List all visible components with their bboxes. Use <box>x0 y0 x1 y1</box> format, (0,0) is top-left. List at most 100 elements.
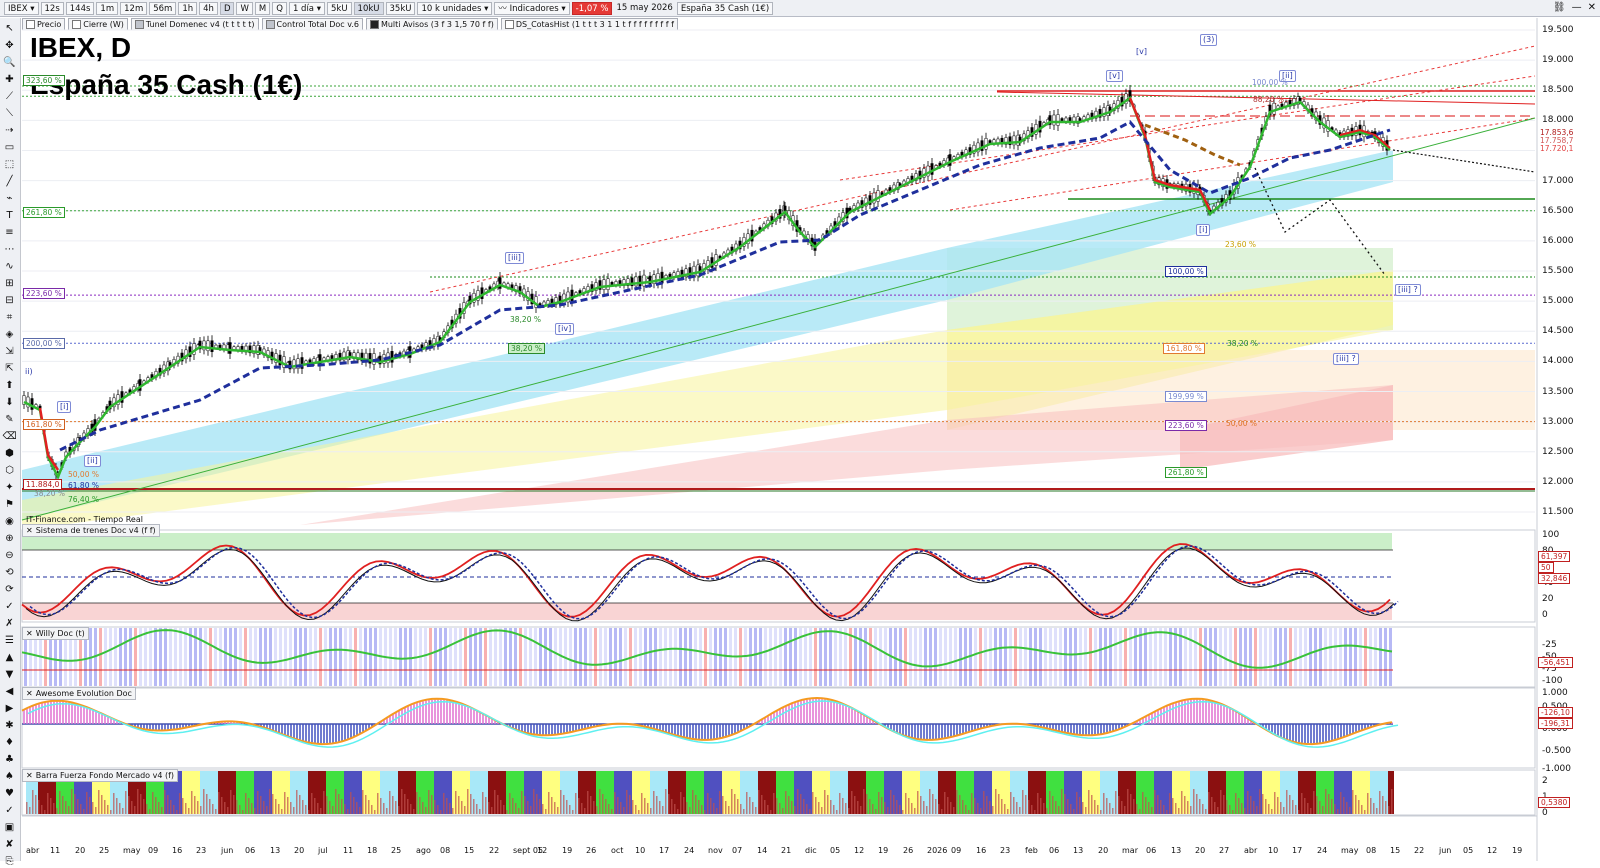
units-button-35kU[interactable]: 35kU <box>385 1 416 15</box>
candle-body <box>684 268 688 278</box>
tool-icon[interactable]: ⇲ <box>5 346 14 357</box>
tool-icon[interactable]: T <box>6 210 13 221</box>
time-axis-label: 19 <box>562 846 573 855</box>
force-bar <box>1262 771 1268 814</box>
level-tag: 161,80 % <box>23 419 65 430</box>
tool-icon[interactable]: ⌗ <box>6 312 13 323</box>
units-button-10kU[interactable]: 10kU <box>353 1 384 15</box>
tool-icon[interactable]: ◉ <box>5 516 14 527</box>
tool-icon[interactable]: ⊞ <box>5 278 14 289</box>
indicator-panel-title[interactable]: ✕ Awesome Evolution Doc <box>22 687 136 700</box>
period-button-M[interactable]: M <box>254 1 271 15</box>
indicator-panel-title[interactable]: ✕ Barra Fuerza Fondo Mercado v4 (f) <box>22 769 179 782</box>
force-spike <box>557 807 559 814</box>
tool-icon[interactable]: ⊟ <box>5 295 14 306</box>
indicator-value-tag: 32,846 <box>1538 573 1571 584</box>
time-axis-label: jun <box>221 846 234 855</box>
period-button-144s[interactable]: 144s <box>65 1 95 15</box>
period-button-W[interactable]: W <box>236 1 253 15</box>
tool-icon[interactable]: ⟲ <box>5 567 14 578</box>
tool-icon[interactable]: ✥ <box>5 40 14 51</box>
tool-icon[interactable]: ♥ <box>5 788 14 799</box>
tool-icon[interactable]: ◈ <box>5 329 14 340</box>
period-button-12s[interactable]: 12s <box>40 1 64 15</box>
time-axis-label: 15 <box>1390 846 1401 855</box>
units-select[interactable]: 10 k unidades ▾ <box>417 1 493 15</box>
tool-icon[interactable]: ⇢ <box>5 125 14 136</box>
willy-bar <box>1209 628 1212 686</box>
tool-icon[interactable]: ⌁ <box>6 193 13 204</box>
tool-icon[interactable]: ⚑ <box>5 499 14 510</box>
tool-icon[interactable]: ↖ <box>5 23 14 34</box>
link-icon[interactable]: ⛓ <box>1552 2 1566 13</box>
tool-icon[interactable]: ⌫ <box>2 431 17 442</box>
period-button-1h[interactable]: 1h <box>178 1 198 15</box>
tool-icon[interactable]: ♠ <box>5 771 14 782</box>
tool-icon[interactable]: ⬢ <box>5 448 14 459</box>
tool-icon[interactable]: ⊖ <box>5 550 14 561</box>
close-icon[interactable]: ✕ <box>26 526 33 535</box>
period-button-56m[interactable]: 56m <box>149 1 177 15</box>
tool-icon[interactable]: ⊕ <box>5 533 14 544</box>
interval-select[interactable]: 1 día ▾ <box>288 1 325 15</box>
tool-icon[interactable]: ⇱ <box>5 363 14 374</box>
tool-icon[interactable]: ▲ <box>5 652 14 663</box>
tool-icon[interactable]: ✗ <box>5 618 14 629</box>
force-spike <box>1304 798 1306 814</box>
tool-icon[interactable]: ▣ <box>4 822 15 833</box>
tool-icon[interactable]: ♦ <box>5 737 14 748</box>
force-spike <box>35 795 37 814</box>
tool-icon[interactable]: ◀ <box>5 686 14 697</box>
force-spike <box>221 797 223 814</box>
tool-icon[interactable]: ✱ <box>5 720 14 731</box>
tool-icon[interactable]: ≡ <box>5 227 14 238</box>
tool-icon[interactable]: ⋯ <box>4 244 15 255</box>
tool-icon[interactable]: ▼ <box>5 669 14 680</box>
close-icon[interactable]: ✕ <box>1587 2 1596 13</box>
close-icon[interactable]: ✕ <box>26 689 33 698</box>
tool-icon[interactable]: ⬇ <box>5 397 14 408</box>
candle-body <box>368 353 372 364</box>
tool-icon[interactable]: ▭ <box>4 142 15 153</box>
force-spike <box>593 801 595 814</box>
tool-icon[interactable]: ▶ <box>5 703 14 714</box>
close-icon[interactable]: ✕ <box>26 771 33 780</box>
tool-icon[interactable]: ⬡ <box>5 465 14 476</box>
tool-icon[interactable]: ⟍ <box>6 108 13 119</box>
indicator-panel-title[interactable]: ✕ Sistema de trenes Doc v4 (f f) <box>22 524 160 537</box>
tool-icon[interactable]: ⟳ <box>5 584 14 595</box>
force-bar <box>578 771 584 814</box>
indicator-chip[interactable]: Precio <box>22 17 66 32</box>
close-icon[interactable]: ✕ <box>26 629 33 638</box>
tool-icon[interactable]: ✎ <box>5 414 14 425</box>
willy-line <box>21 629 1393 669</box>
period-button-4h[interactable]: 4h <box>199 1 218 15</box>
tool-icon[interactable]: ⬆ <box>5 380 14 391</box>
period-button-Q[interactable]: Q <box>272 1 287 15</box>
period-button-D[interactable]: D <box>219 1 235 15</box>
tool-icon[interactable]: ⟋ <box>6 91 13 102</box>
minimize-icon[interactable]: — <box>1571 2 1582 13</box>
indicator-axis-label: -75 <box>1542 664 1557 674</box>
tool-icon[interactable]: ✘ <box>5 839 14 850</box>
tool-icon[interactable]: ✓ <box>5 601 14 612</box>
willy-bar <box>149 628 152 686</box>
candle-body <box>570 289 574 302</box>
tool-icon[interactable]: ✚ <box>5 74 14 85</box>
tool-icon[interactable]: ⬚ <box>4 159 15 170</box>
indicators-button[interactable]: 〰 Indicadores ▾ <box>494 1 570 15</box>
period-button-12m[interactable]: 12m <box>120 1 148 15</box>
indicator-panel-title[interactable]: ✕ Willy Doc (t) <box>22 627 89 640</box>
tool-icon[interactable]: 🔍 <box>3 57 16 68</box>
tool-icon[interactable]: ∿ <box>5 261 14 272</box>
tool-icon[interactable]: ╱ <box>6 176 13 187</box>
tool-icon[interactable]: ✓ <box>5 805 14 816</box>
symbol-select[interactable]: IBEX ▾ <box>4 1 39 15</box>
tool-icon[interactable]: ♣ <box>5 754 14 765</box>
tool-icon[interactable]: ✦ <box>5 482 14 493</box>
force-bar <box>422 771 428 814</box>
units-button-5kU[interactable]: 5kU <box>326 1 352 15</box>
period-button-1m[interactable]: 1m <box>96 1 119 15</box>
tool-icon[interactable]: ☰ <box>5 635 14 646</box>
